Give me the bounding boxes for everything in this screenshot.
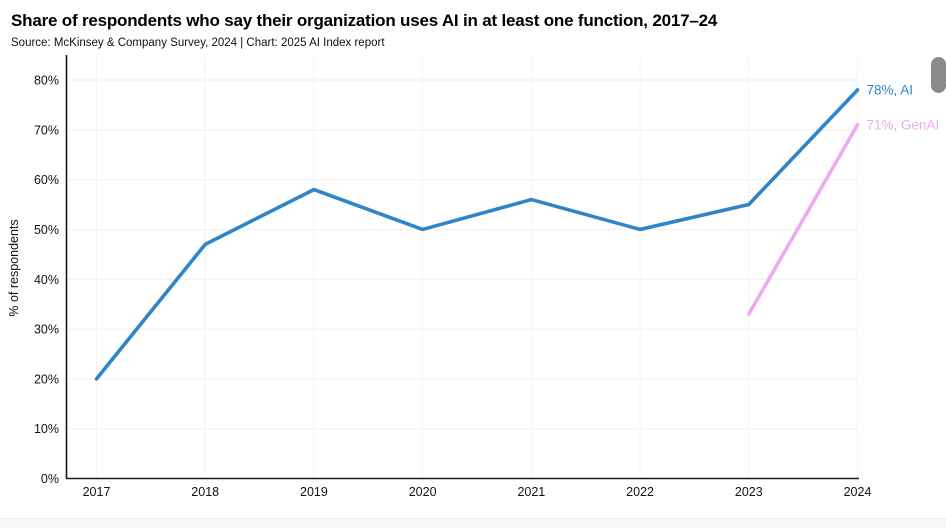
series-line-ai [94, 88, 860, 381]
series-end-label-ai: 78%, AI [867, 82, 914, 97]
y-tick-label: 30% [34, 323, 59, 337]
scrollbar-thumb[interactable] [931, 57, 946, 93]
chart-title: Share of respondents who say their organ… [11, 11, 718, 30]
series-line-genai [746, 123, 860, 316]
x-tick-label: 2019 [300, 485, 328, 499]
y-tick-label: 70% [34, 123, 59, 137]
x-tick-label: 2017 [83, 485, 111, 499]
page-bottom-strip [0, 518, 946, 528]
y-tick-label: 60% [34, 173, 59, 187]
x-tick-label: 2018 [191, 485, 219, 499]
x-tick-label: 2024 [844, 485, 872, 499]
y-tick-label: 20% [34, 372, 59, 386]
y-tick-label: 10% [34, 422, 59, 436]
x-tick-label: 2023 [735, 485, 763, 499]
x-tick-label: 2022 [626, 485, 654, 499]
series-end-label-genai: 71%, GenAI [867, 117, 940, 132]
y-tick-label: 40% [34, 273, 59, 287]
x-tick-label: 2021 [517, 485, 545, 499]
y-tick-label: 50% [34, 223, 59, 237]
chart-source-caption: Source: McKinsey & Company Survey, 2024 … [11, 37, 385, 49]
x-tick-label: 2020 [409, 485, 437, 499]
y-axis-title: % of respondents [7, 219, 21, 316]
y-tick-label: 80% [34, 74, 59, 88]
y-tick-label: 0% [41, 472, 59, 486]
